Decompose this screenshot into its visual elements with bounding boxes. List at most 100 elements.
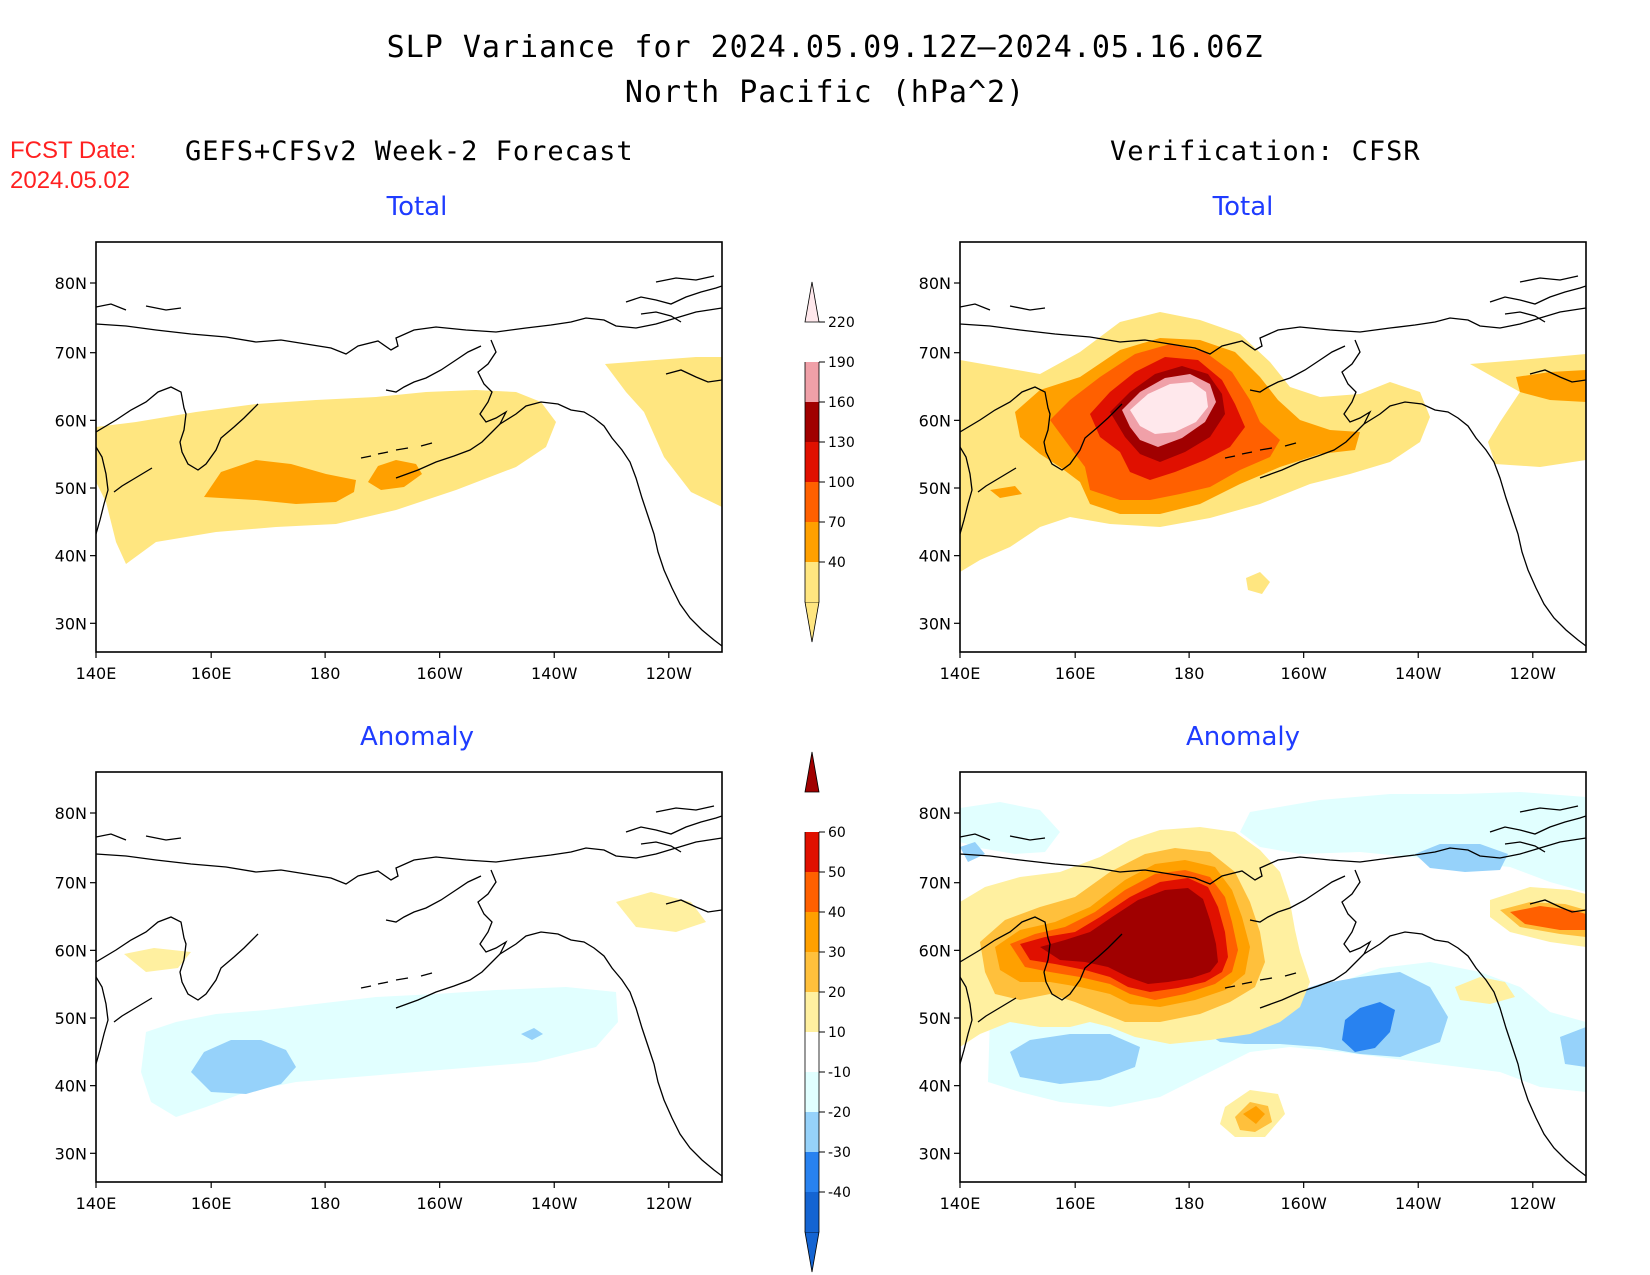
contour-fill (1246, 572, 1270, 594)
lon-tick-label: 140E (76, 1194, 117, 1213)
colorbar-swatch (805, 522, 819, 562)
lat-tick-label: 50N (55, 1009, 87, 1028)
map-panel-forecast-total: 80N 70N 60N 50N 40N 30N 140E 160E 180 160W 140W 120… (55, 241, 723, 683)
contour-shading (960, 792, 1586, 1177)
lon-tick-label: 140E (940, 664, 981, 683)
contour-shading (960, 275, 1586, 647)
lon-tick-label: 180 (310, 1194, 341, 1213)
lon-tick-label: 160E (1055, 1194, 1096, 1213)
lat-tick-label: 80N (55, 804, 87, 823)
lon-tick-label: 160E (1055, 664, 1096, 683)
lon-tick-label: 160E (191, 664, 232, 683)
map-panel-verification-total: 80N 70N 60N 50N 40N 30N 140E 160E 180 160W 140W 120… (919, 241, 1587, 683)
contour-fill (1130, 382, 1208, 434)
lon-tick-label: 140E (76, 664, 117, 683)
contour-fill (1010, 1034, 1140, 1084)
lat-tick-label: 30N (55, 1144, 87, 1163)
lat-tick-label: 30N (55, 614, 87, 633)
colorbar-tick-label: -40 (828, 1185, 851, 1201)
forecast-date-value: 2024.05.02 (10, 167, 131, 194)
colorbar-top-arrow (804, 281, 820, 323)
chart-title-line1: SLP Variance for 2024.05.09.12Z–2024.05.… (386, 30, 1264, 65)
colorbar-tick-label: 20 (828, 985, 846, 1001)
contour-fill (605, 357, 722, 507)
map-panel-verification-anomaly: 80N 70N 60N 50N 40N 30N 140E 160E 180 160W 140W 120… (919, 771, 1587, 1213)
lon-tick-label: 180 (1174, 664, 1205, 683)
contour-fill (1205, 972, 1448, 1057)
map-panel-forecast-anomaly: 80N 70N 60N 50N 40N 30N 140E 160E 180 160W 140W 120… (55, 771, 723, 1213)
lat-tick-label: 40N (919, 547, 951, 566)
lon-tick-label: 140E (940, 1194, 981, 1213)
lon-tick-label: 160E (191, 1194, 232, 1213)
map-frame (959, 771, 1587, 1183)
contour-shading (96, 275, 722, 647)
lon-tick-label: 180 (310, 664, 341, 683)
map-frame (95, 241, 723, 653)
colorbar-total: 40 70 100 130 160 190 220 (804, 281, 855, 643)
lon-tick-label: 160W (416, 664, 463, 683)
colorbar-tick-label: -20 (828, 1105, 851, 1121)
colorbar-tick-label: -30 (828, 1145, 851, 1161)
colorbar-swatch (805, 1112, 819, 1152)
lon-tick-label: 180 (1174, 1194, 1205, 1213)
panel-title-forecast-total: Total (386, 192, 448, 222)
colorbar-swatch (805, 1072, 819, 1112)
colorbar-swatch (805, 402, 819, 442)
lon-tick-label: 160W (1280, 664, 1327, 683)
contour-fill (1455, 977, 1515, 1004)
lat-tick-label: 60N (55, 941, 87, 960)
colorbar-tick-label: 70 (828, 515, 846, 531)
panel-title-forecast-anomaly: Anomaly (359, 722, 475, 752)
panel-title-verification-total: Total (1212, 192, 1274, 222)
colorbar-swatch (805, 562, 819, 602)
colorbar-swatch (805, 912, 819, 952)
lon-tick-label: 140W (531, 664, 578, 683)
map-frame (959, 241, 1587, 653)
colorbar-bottom-arrow (804, 601, 820, 643)
chart-title-line2: North Pacific (hPa^2) (624, 75, 1026, 110)
colorbar-swatch (805, 442, 819, 482)
lat-tick-label: 80N (919, 804, 951, 823)
colorbar-swatch (805, 992, 819, 1032)
contour-fill (204, 460, 356, 504)
lon-tick-label: 140W (531, 1194, 578, 1213)
colorbar-swatch (805, 952, 819, 992)
lon-tick-label: 160W (416, 1194, 463, 1213)
colorbar-tick-label: 60 (828, 825, 846, 841)
lon-tick-label: 120W (646, 1194, 693, 1213)
map-frame (95, 771, 723, 1183)
contour-fill (191, 1040, 296, 1094)
colorbar-tick-label: 50 (828, 865, 846, 881)
colorbar-swatch (805, 1192, 819, 1232)
lon-tick-label: 140W (1395, 664, 1442, 683)
lat-tick-label: 40N (919, 1077, 951, 1096)
colorbar-tick-label: 10 (828, 1025, 846, 1041)
colorbar-bottom-arrow (804, 1231, 820, 1273)
contour-fill (1510, 906, 1586, 930)
colorbar-tick-label: 160 (828, 395, 855, 411)
contour-fill (124, 948, 191, 972)
colorbar-swatch (805, 1032, 819, 1072)
panel-title-verification-anomaly: Anomaly (1185, 722, 1301, 752)
colorbar-tick-label: 220 (828, 315, 855, 331)
contour-fill (1560, 1027, 1586, 1067)
lat-tick-label: 50N (919, 479, 951, 498)
colorbar-tick-label: -10 (828, 1065, 851, 1081)
lat-tick-label: 70N (919, 874, 951, 893)
lat-tick-label: 60N (919, 941, 951, 960)
lat-tick-label: 30N (919, 1144, 951, 1163)
colorbar-tick-label: 130 (828, 435, 855, 451)
contour-fill (1243, 1106, 1265, 1124)
contour-fill (1516, 370, 1586, 402)
colorbar-swatch (805, 1152, 819, 1192)
contour-fill (960, 802, 1060, 854)
contour-fill (1342, 1002, 1395, 1052)
lon-tick-label: 140W (1395, 1194, 1442, 1213)
contour-fill (1040, 888, 1218, 984)
lat-tick-label: 80N (919, 274, 951, 293)
column-title-verification: Verification: CFSR (1110, 136, 1421, 167)
lat-tick-label: 30N (919, 614, 951, 633)
colorbar-tick-label: 190 (828, 355, 855, 371)
map-background (96, 772, 722, 1182)
contour-fill (990, 486, 1022, 498)
